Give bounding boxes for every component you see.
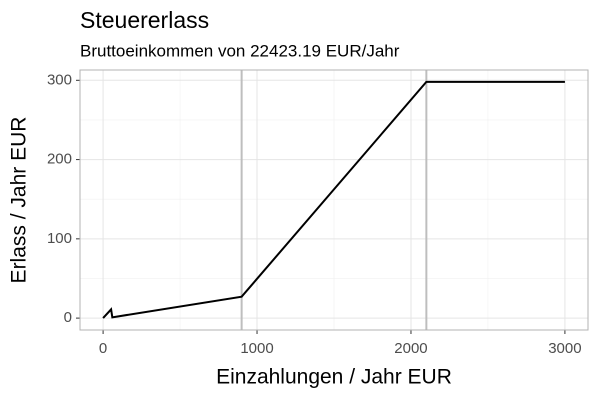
y-tick-label: 0 [64,309,72,326]
x-axis-label: Einzahlungen / Jahr EUR [216,366,452,389]
data-line [102,80,565,319]
chart-title: Steuererlass [80,7,209,33]
x-tick-label: 3000 [548,340,581,357]
chart-subtitle: Bruttoeinkommen von 22423.19 EUR/Jahr [80,41,400,60]
y-axis-label: Erlass / Jahr EUR [8,117,31,284]
y-tick-label: 100 [47,230,72,247]
y-tick-label: 300 [47,71,72,88]
panel-border [79,69,589,331]
y-tick-label: 200 [47,151,72,168]
x-tick-label: 0 [99,340,107,357]
x-tick-label: 2000 [394,340,427,357]
x-tick-label: 1000 [240,340,273,357]
